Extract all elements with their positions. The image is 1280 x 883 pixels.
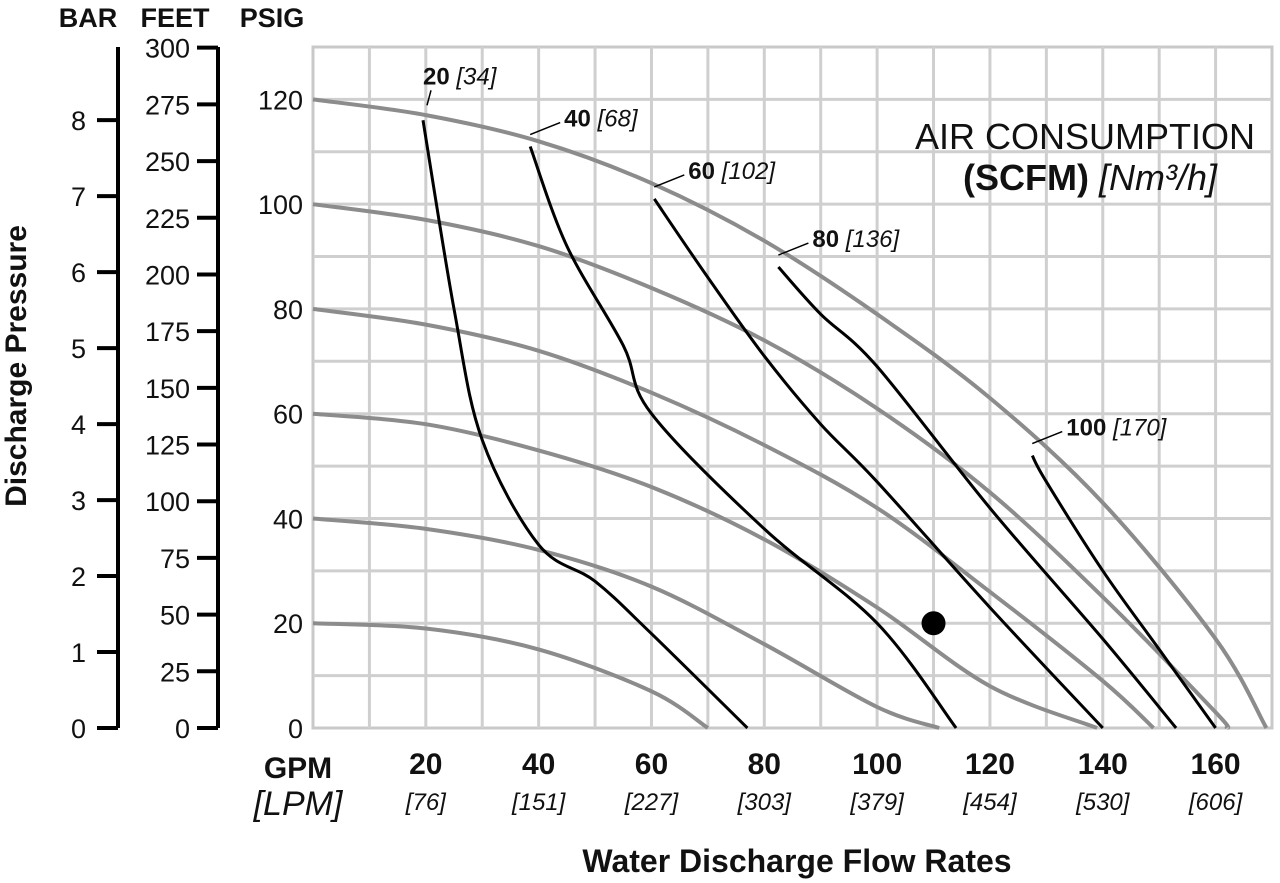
x-unit-gpm: GPM — [264, 752, 332, 785]
lpm-tick-label: [76] — [405, 789, 447, 816]
plot-area — [311, 45, 1274, 730]
air-curve-60 — [653, 198, 1104, 730]
lpm-tick-label: [606] — [1188, 789, 1244, 816]
chart-subtitle-unit: (SCFM) — [963, 157, 1089, 198]
psig-tick-label: 120 — [258, 85, 303, 115]
psig-tick-label: 80 — [273, 295, 303, 325]
leader-line — [1031, 430, 1063, 445]
operating-point-marker — [921, 611, 946, 636]
gpm-tick-label: 100 — [852, 748, 902, 781]
gpm-tick-label: 80 — [748, 748, 781, 781]
feet-tick-label: 25 — [160, 657, 190, 687]
leader-line — [654, 174, 685, 188]
air-curve-80 — [777, 266, 1178, 729]
air-curve-scfm: 80 — [812, 226, 839, 253]
air-curve-label: 40 [68] — [564, 106, 639, 133]
leader-line — [529, 121, 561, 136]
lpm-tick-label: [151] — [511, 789, 567, 816]
chart-subtitle-metric: [Nm³/h] — [1098, 157, 1218, 198]
feet-tick-label: 275 — [145, 90, 190, 120]
pressure-curve — [312, 306, 1155, 730]
bar-tick-label: 5 — [71, 334, 86, 364]
bar-tick-label: 3 — [71, 486, 86, 516]
feet-tick-label: 150 — [145, 374, 190, 404]
air-curve-scfm: 20 — [423, 63, 450, 90]
air-curve-label: 80 [136] — [812, 226, 900, 253]
lpm-tick-label: [227] — [624, 789, 680, 816]
feet-tick-label: 75 — [160, 544, 190, 574]
gpm-tick-label: 160 — [1191, 748, 1241, 781]
leader-line — [426, 90, 432, 106]
leader-line — [778, 242, 809, 256]
feet-axis-header: FEET — [140, 3, 210, 33]
x-unit-lpm: [LPM] — [253, 785, 344, 823]
air-curve-scfm: 60 — [688, 158, 715, 185]
feet-tick-label: 100 — [145, 487, 190, 517]
lpm-tick-label: [530] — [1075, 789, 1131, 816]
pressure-curve — [312, 202, 1231, 730]
feet-tick-label: 175 — [145, 317, 190, 347]
bar-tick-label: 0 — [71, 714, 86, 744]
feet-tick-label: 300 — [145, 34, 190, 64]
feet-tick-label: 50 — [160, 601, 190, 631]
feet-tick-label: 200 — [145, 260, 190, 290]
pressure-curve — [312, 97, 1269, 729]
pressure-curve — [312, 516, 940, 730]
lpm-tick-label: [379] — [849, 789, 905, 816]
air-curve-label: 20 [34] — [423, 63, 498, 90]
air-curve-metric: [170] — [1106, 415, 1167, 442]
air-curve-label: 100 [170] — [1066, 415, 1167, 442]
psig-tick-label: 20 — [273, 609, 303, 639]
chart-subtitle: (SCFM) [Nm³/h] — [963, 157, 1218, 198]
pressure-curve — [312, 621, 710, 730]
air-curve-100 — [1030, 454, 1217, 729]
gpm-tick-label: 120 — [965, 748, 1015, 781]
label-leader-lines — [426, 90, 1063, 445]
air-consumption-curves — [421, 120, 1217, 730]
grid — [311, 45, 1274, 730]
pressure-curves — [312, 97, 1269, 730]
feet-tick-label: 0 — [175, 714, 190, 744]
psig-tick-label: 40 — [273, 504, 303, 534]
air-curve-label: 60 [102] — [688, 158, 776, 185]
air-curve-metric: [68] — [591, 106, 639, 133]
air-curve-metric: [34] — [450, 63, 498, 90]
air-curve-metric: [102] — [715, 158, 776, 185]
curve-labels: 20 [34] 40 [68] 60 [102] 80 [136] 100 [170] — [423, 63, 1168, 441]
bar-tick-label: 6 — [71, 258, 86, 288]
gpm-tick-label: 40 — [522, 748, 555, 781]
bar-tick-label: 2 — [71, 562, 86, 592]
y-axis-title: Discharge Pressure — [0, 225, 33, 507]
x-axis-title: Water Discharge Flow Rates — [582, 843, 1011, 879]
air-curve-scfm: 40 — [564, 106, 591, 133]
gpm-tick-label: 20 — [409, 748, 442, 781]
bar-tick-label: 4 — [71, 410, 86, 440]
gpm-tick-label: 60 — [635, 748, 668, 781]
bar-axis-header: BAR — [59, 3, 118, 33]
feet-tick-label: 125 — [145, 431, 190, 461]
psig-tick-label: 0 — [288, 714, 303, 744]
psig-axis-header: PSIG — [240, 3, 305, 33]
feet-tick-label: 250 — [145, 147, 190, 177]
air-curve-scfm: 100 — [1066, 415, 1106, 442]
psig-tick-label: 100 — [258, 190, 303, 220]
psig-tick-label: 60 — [273, 400, 303, 430]
lpm-tick-label: [454] — [962, 789, 1018, 816]
bar-tick-label: 8 — [71, 106, 86, 136]
feet-tick-label: 225 — [145, 204, 190, 234]
bar-tick-label: 1 — [71, 638, 86, 668]
gpm-tick-label: 140 — [1078, 748, 1128, 781]
air-curve-metric: [136] — [839, 226, 900, 253]
air-curve-20 — [421, 120, 749, 730]
lpm-tick-label: [303] — [737, 789, 793, 816]
chart-title: AIR CONSUMPTION — [915, 116, 1255, 157]
bar-tick-label: 7 — [71, 182, 86, 212]
tick-labels: 0123456780255075100125150175200225250275… — [71, 34, 1244, 816]
air-curve-40 — [528, 145, 958, 729]
pressure-curve — [312, 411, 1098, 730]
